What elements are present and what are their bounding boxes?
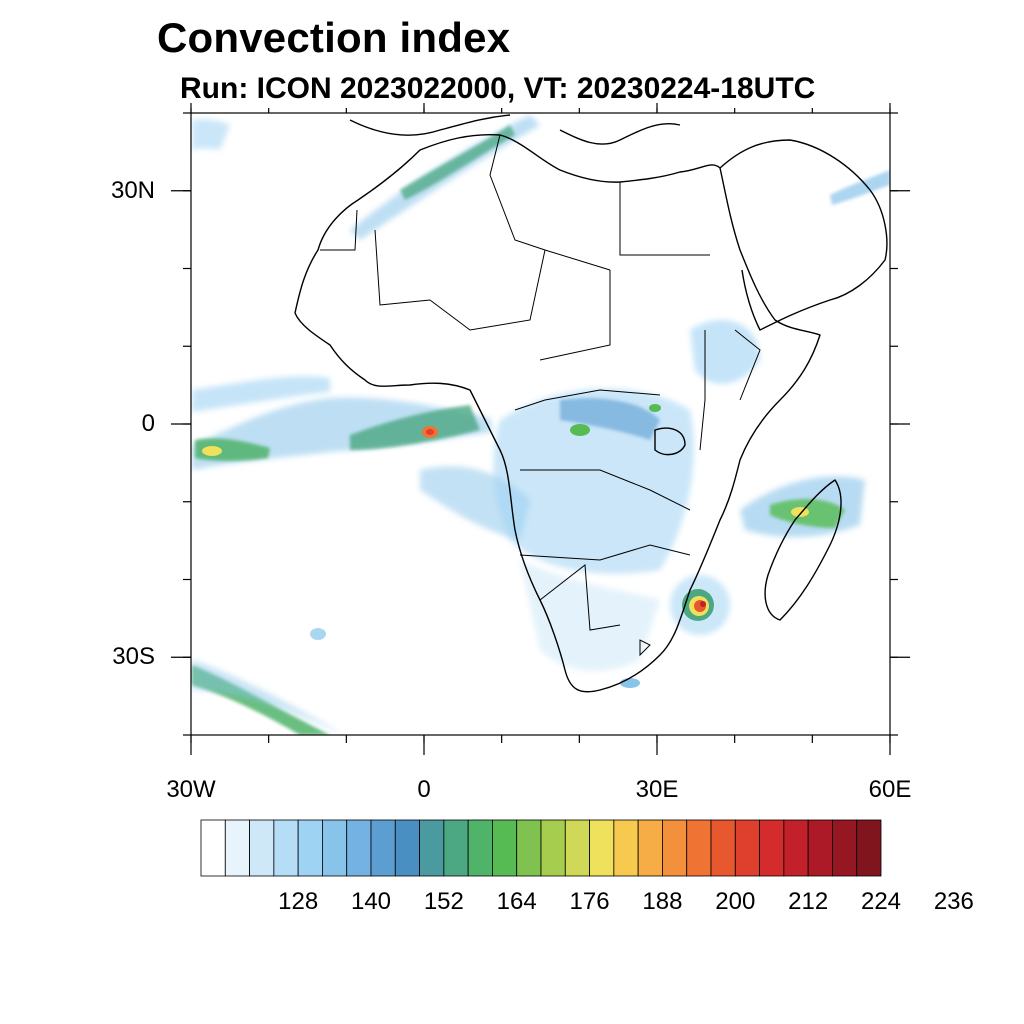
map-subtitle: Run: ICON 2023022000, VT: 20230224-18UTC (180, 72, 816, 105)
lon-tick-label: 30E (635, 776, 679, 803)
country-borders (320, 134, 761, 657)
colorbar (200, 819, 882, 877)
map-title: Convection index (157, 14, 511, 61)
colorbar-swatch (540, 819, 566, 877)
colorbar-swatch (686, 819, 712, 877)
convection-field (192, 115, 890, 735)
colorbar-swatch (297, 819, 323, 877)
colorbar-label: 152 (423, 888, 464, 915)
colorbar-swatch (443, 819, 469, 877)
colorbar-swatch (322, 819, 348, 877)
colorbar-label: 188 (642, 888, 683, 915)
colorbar-swatch (249, 819, 275, 877)
colorbar-swatch (419, 819, 445, 877)
colorbar-label: 200 (715, 888, 756, 915)
colorbar-label: 128 (278, 888, 319, 915)
colorbar-label: 140 (350, 888, 392, 915)
colorbar-label: 236 (933, 888, 974, 915)
lon-tick-label: 30W (166, 776, 216, 803)
colorbar-label: 212 (788, 888, 829, 915)
colorbar-swatch (759, 819, 785, 877)
colorbar-swatch (273, 819, 299, 877)
colorbar-swatch (613, 819, 639, 877)
colorbar-swatch (200, 819, 226, 877)
colorbar-swatch (662, 819, 688, 877)
colorbar-swatch (516, 819, 542, 877)
axis-ticks (171, 103, 910, 755)
colorbar-swatch (370, 819, 396, 877)
colorbar-swatch (346, 819, 372, 877)
lat-tick-label: 30N (110, 176, 155, 204)
colorbar-swatch (492, 819, 518, 877)
colorbar-label: 176 (569, 888, 610, 915)
colorbar-swatch (710, 819, 736, 877)
colorbar-swatch (224, 819, 250, 877)
colorbar-swatch (832, 819, 858, 877)
colorbar-swatch (564, 819, 590, 877)
colorbar-swatch (807, 819, 833, 877)
colorbar-swatch (394, 819, 420, 877)
colorbar-swatch (783, 819, 809, 877)
colorbar-swatch (589, 819, 615, 877)
lat-tick-label: 0 (141, 410, 155, 437)
colorbar-swatch (637, 819, 663, 877)
lon-tick-label: 60E (868, 776, 912, 803)
colorbar-swatch (467, 819, 493, 877)
lat-tick-label: 30S (112, 643, 155, 671)
colorbar-label: 164 (496, 888, 537, 915)
lon-tick-label: 0 (417, 776, 431, 803)
coastline (294, 114, 888, 693)
colorbar-swatch (734, 819, 760, 877)
colorbar-label: 224 (860, 888, 902, 915)
colorbar-swatch (856, 819, 882, 877)
